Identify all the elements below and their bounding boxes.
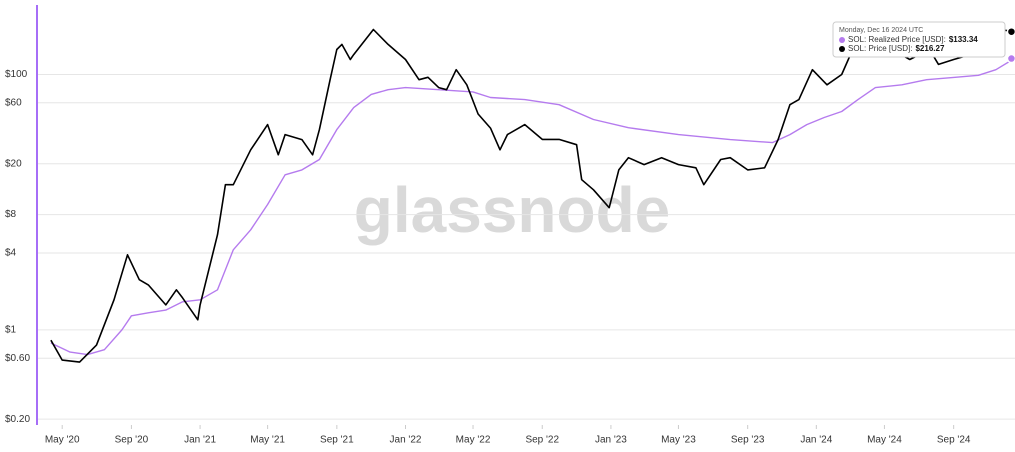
- x-tick-label: May '21: [250, 435, 285, 446]
- x-tick-label: Sep '22: [525, 435, 559, 446]
- tooltip-value: $133.34: [949, 35, 978, 44]
- x-tick-label: May '24: [867, 435, 902, 446]
- x-tick-label: Jan '22: [390, 435, 422, 446]
- x-tick-label: Jan '24: [800, 435, 832, 446]
- x-tick-label: May '20: [45, 435, 80, 446]
- y-tick-label: $0.60: [5, 353, 30, 364]
- tooltip-dot: [839, 46, 845, 52]
- end-marker: [1006, 53, 1015, 64]
- tooltip-dot: [839, 37, 845, 43]
- x-tick-label: May '23: [661, 435, 696, 446]
- x-tick-label: Jan '23: [595, 435, 627, 446]
- series-line: [50, 28, 1015, 363]
- y-tick-label: $0.20: [5, 414, 30, 425]
- y-tick-label: $20: [5, 158, 22, 169]
- x-tick-label: Sep '20: [115, 435, 149, 446]
- y-tick-label: $1: [5, 325, 17, 336]
- x-tick-label: Jan '21: [184, 435, 216, 446]
- watermark: glassnode: [354, 174, 671, 246]
- y-tick-label: $60: [5, 97, 22, 108]
- tooltip-box: [832, 21, 1006, 58]
- end-marker: [1006, 26, 1015, 37]
- series-line: [50, 57, 1015, 356]
- x-tick-label: Sep '23: [731, 435, 765, 446]
- tooltip-label: SOL: Realized Price [USD]:: [848, 35, 946, 44]
- y-tick-label: $8: [5, 209, 17, 220]
- tooltip-value: $216.27: [915, 44, 944, 53]
- x-tick-label: May '22: [456, 435, 491, 446]
- y-tick-label: $100: [5, 69, 28, 80]
- x-tick-label: Sep '24: [937, 435, 971, 446]
- y-tick-label: $4: [5, 248, 17, 259]
- tooltip-label: SOL: Price [USD]:: [848, 44, 912, 53]
- tooltip-title: Monday, Dec 16 2024 UTC: [839, 27, 923, 34]
- x-tick-label: Sep '21: [320, 435, 354, 446]
